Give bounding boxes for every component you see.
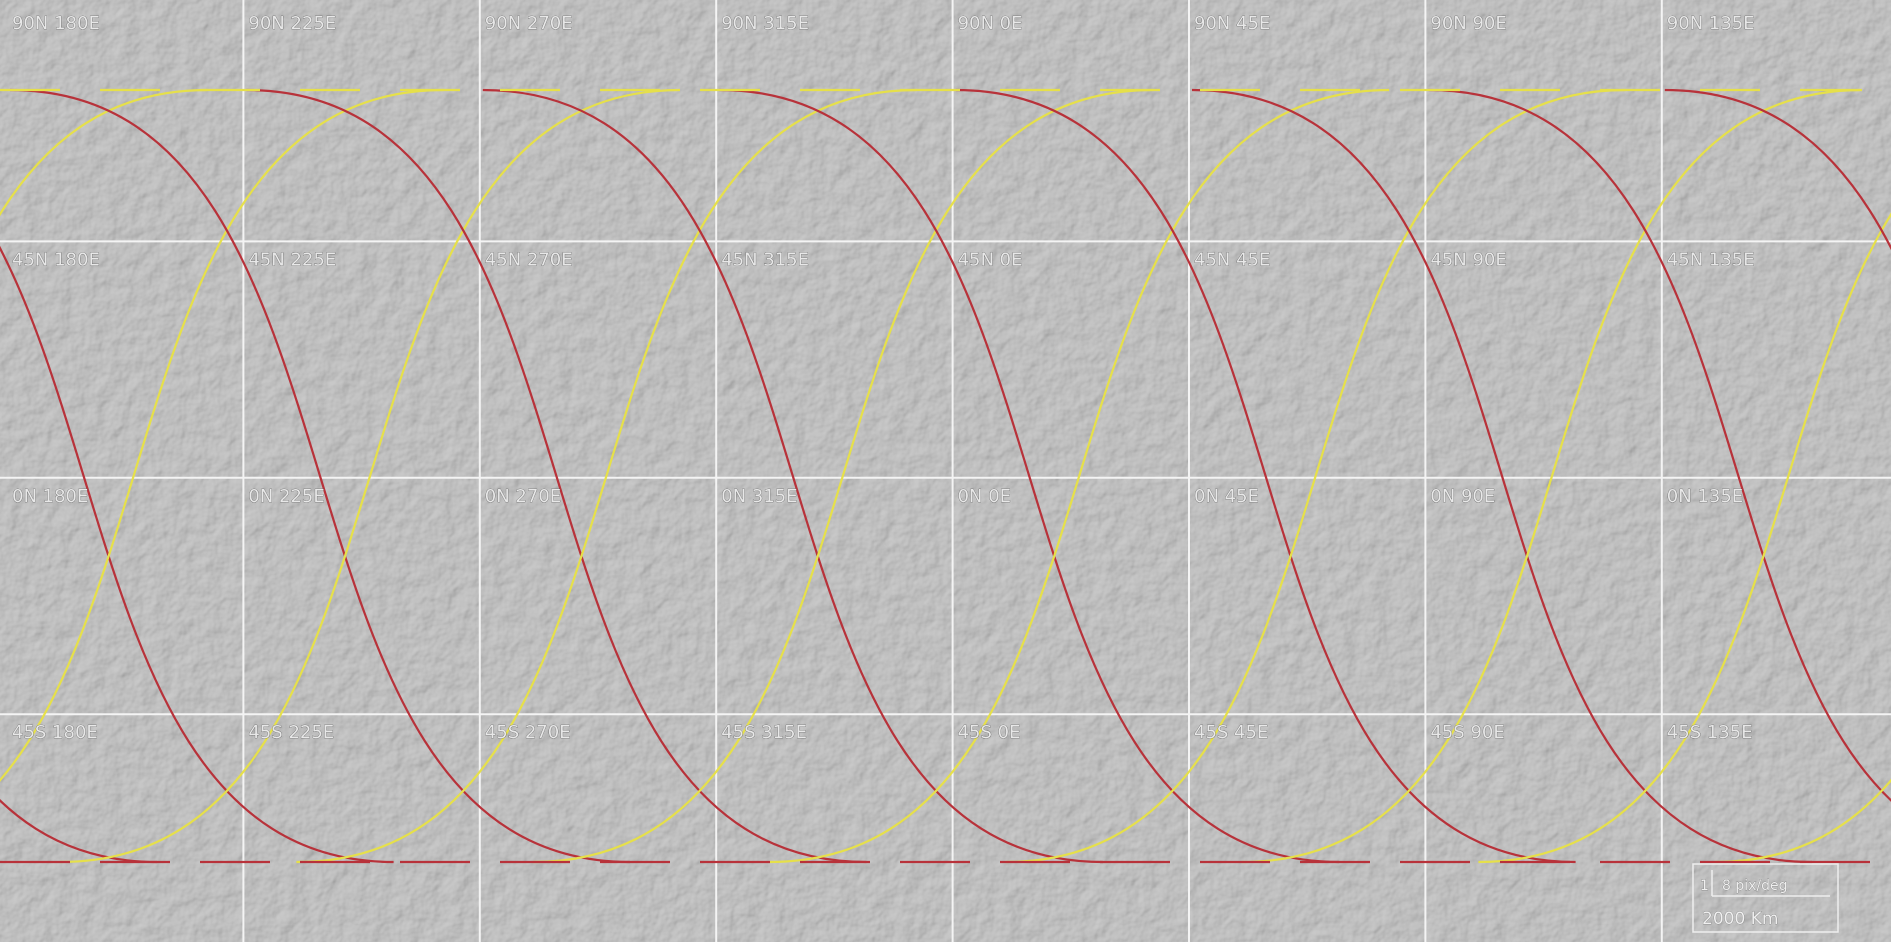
grid-label: 45S 45E [1194,722,1268,743]
grid-label: 90N 45E [1194,13,1270,34]
grid-label: 90N 270E [485,13,573,34]
page: 90N 180E 90N 225E 90N 270E 90N 315E 90N 0E 90… [0,0,1891,942]
grid-label: 0N 315E [721,486,797,507]
grid-label: 0N 135E [1667,486,1743,507]
grid-label: 0N 180E [12,486,88,507]
map: 90N 180E 90N 225E 90N 270E 90N 315E 90N 0E 90… [0,0,1891,942]
scale-resolution: 8 pix/deg [1722,878,1788,894]
grid-label: 45S 90E [1430,722,1504,743]
grid-label: 90N 90E [1430,13,1506,34]
scale-count: 1 [1700,878,1709,894]
scale-distance: 2000 Km [1702,909,1778,929]
grid-label: 90N 0E [958,13,1023,34]
grid-label: 45S 270E [485,722,571,743]
grid-label: 45S 180E [12,722,98,743]
grid-label: 45N 180E [12,249,100,270]
grid-label: 90N 225E [248,13,336,34]
grid-label: 45N 135E [1667,249,1755,270]
grid-label: 45N 0E [958,249,1023,270]
grid-label: 0N 45E [1194,486,1259,507]
grid-label: 45N 225E [248,249,336,270]
grid-label: 45S 315E [721,722,807,743]
grid-label: 0N 90E [1430,486,1495,507]
grid-label: 0N 225E [248,486,324,507]
grid-label: 90N 180E [12,13,100,34]
grid-label: 90N 315E [721,13,809,34]
grid-label: 45S 225E [248,722,334,743]
grid-label: 90N 135E [1667,13,1755,34]
grid-label: 0N 0E [958,486,1011,507]
grid-label: 45S 135E [1667,722,1753,743]
grid-label: 45N 90E [1430,249,1506,270]
grid-label: 45S 0E [958,722,1021,743]
grid-label: 0N 270E [485,486,561,507]
grid-label: 45N 45E [1194,249,1270,270]
grid-label: 45N 315E [721,249,809,270]
grid-label: 45N 270E [485,249,573,270]
